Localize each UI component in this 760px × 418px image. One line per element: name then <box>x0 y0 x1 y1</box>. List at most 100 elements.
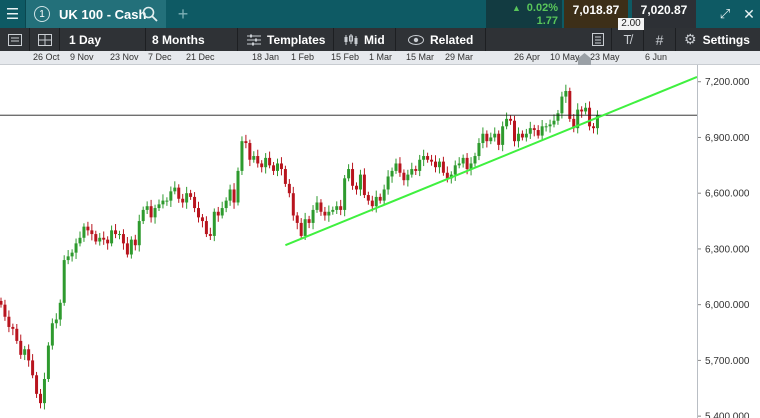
candle-body <box>78 237 82 244</box>
candle-body <box>595 115 599 129</box>
candle-body <box>406 174 410 181</box>
candle-body <box>485 133 489 142</box>
candle-body <box>114 230 118 235</box>
instrument-header: ☰ 1 UK 100 - Cash + ▲ 0.02% 1.77 7,018.8… <box>0 0 760 30</box>
candle-body <box>129 239 133 255</box>
candle-body <box>358 174 362 190</box>
price-tick-label: 5,700.000 <box>705 356 750 367</box>
date-axis[interactable]: 26 Oct 9 Nov 23 Nov 7 Dec 21 Dec 18 Jan 1 Feb 1… <box>0 51 760 65</box>
candle-body <box>548 124 552 127</box>
candle-body <box>82 226 86 238</box>
candle-body <box>137 221 141 246</box>
candle-body <box>580 109 584 112</box>
candle-body <box>177 187 181 199</box>
date-tick-label: 9 Nov <box>70 52 94 62</box>
trendline <box>285 75 698 247</box>
search-icon[interactable] <box>142 6 158 22</box>
candle-body <box>295 215 299 223</box>
date-tick-label: 1 Feb <box>291 52 315 62</box>
candle-body <box>477 143 481 157</box>
candlestick-chart[interactable]: 7,019.870 5,400.0005,700.0006,000.0006,3… <box>0 65 760 418</box>
candle-body <box>422 156 426 160</box>
candle-body <box>66 256 70 261</box>
buy-price: 7,020.87 <box>640 3 688 17</box>
candle-body <box>524 133 528 138</box>
interval-label: 1 Day <box>69 32 102 47</box>
candle-body <box>497 133 501 145</box>
candle-body <box>232 189 236 203</box>
candle-body <box>197 208 200 218</box>
interval-selector[interactable]: 1 Day <box>60 28 146 51</box>
candle-body <box>532 128 536 131</box>
grid-icon: # <box>655 31 664 48</box>
candle-body <box>252 156 256 160</box>
text-tool-button[interactable]: T̸ <box>612 28 644 51</box>
candle-body <box>125 243 129 255</box>
price-axis-divider <box>697 65 698 418</box>
candle-body <box>98 237 102 242</box>
date-tick-label: 23 Nov <box>110 52 139 62</box>
candle-body <box>228 189 232 201</box>
candle-body <box>42 378 46 404</box>
list-icon <box>7 33 22 46</box>
related-button[interactable]: Related <box>396 28 486 51</box>
layout-button[interactable] <box>30 28 60 51</box>
candle-body <box>173 187 177 192</box>
candle-body <box>362 174 366 196</box>
settings-label: Settings <box>702 32 750 47</box>
settings-button[interactable]: ⚙ Settings <box>676 28 760 51</box>
candle-body <box>94 234 98 242</box>
candle-body <box>19 340 23 355</box>
candle-body <box>165 200 169 202</box>
close-icon[interactable]: ✕ <box>743 5 755 22</box>
grid-toggle-button[interactable]: # <box>644 28 676 51</box>
candle-body <box>240 141 244 171</box>
templates-button[interactable]: Templates <box>238 28 334 51</box>
list-view-button[interactable] <box>0 28 30 51</box>
price-type-button[interactable]: Mid <box>334 28 396 51</box>
candle-body <box>544 126 548 128</box>
templates-label: Templates <box>267 32 326 47</box>
candle-body <box>260 163 264 168</box>
price-axis-background <box>697 65 760 418</box>
candle-body <box>27 349 31 361</box>
layout-grid-icon <box>37 33 52 46</box>
candle-body <box>23 349 27 355</box>
instrument-name: UK 100 - Cash <box>59 6 147 22</box>
date-tick-label: 26 Oct <box>33 52 60 62</box>
range-selector[interactable]: 8 Months <box>146 28 238 51</box>
spread-badge: 2.00 <box>618 18 644 30</box>
candle-body <box>426 156 430 160</box>
candle-body <box>161 200 165 205</box>
expand-icon[interactable]: ⤢ <box>719 6 731 21</box>
price-tick-label: 7,200.000 <box>705 77 750 88</box>
candle-body <box>461 157 465 164</box>
sell-price-button[interactable]: 7,018.87 <box>564 0 628 28</box>
candle-body <box>351 169 355 186</box>
candle-body <box>287 183 291 194</box>
candle-body <box>410 169 414 175</box>
candle-body <box>355 185 358 190</box>
candle-body <box>291 193 295 216</box>
candlestick-icon <box>344 33 358 46</box>
menu-icon[interactable]: ☰ <box>0 0 26 28</box>
candle-body <box>216 211 220 216</box>
candle-body <box>200 217 204 222</box>
candle-body <box>311 209 315 223</box>
notes-button[interactable] <box>584 28 612 51</box>
candle-body <box>181 198 185 203</box>
candle-body <box>394 163 398 171</box>
candle-body <box>572 118 576 129</box>
candle-body <box>279 163 283 170</box>
candle-body <box>141 209 145 222</box>
notes-icon <box>591 33 604 46</box>
price-type-label: Mid <box>364 32 385 47</box>
candle-body <box>157 204 161 209</box>
gear-icon: ⚙ <box>684 31 697 47</box>
sell-price: 7,018.87 <box>572 3 620 17</box>
instrument-tab[interactable]: 1 UK 100 - Cash <box>26 0 166 28</box>
candle-body <box>7 316 11 327</box>
add-tab-icon[interactable]: + <box>177 3 189 24</box>
timeline-marker-icon[interactable] <box>578 53 591 65</box>
